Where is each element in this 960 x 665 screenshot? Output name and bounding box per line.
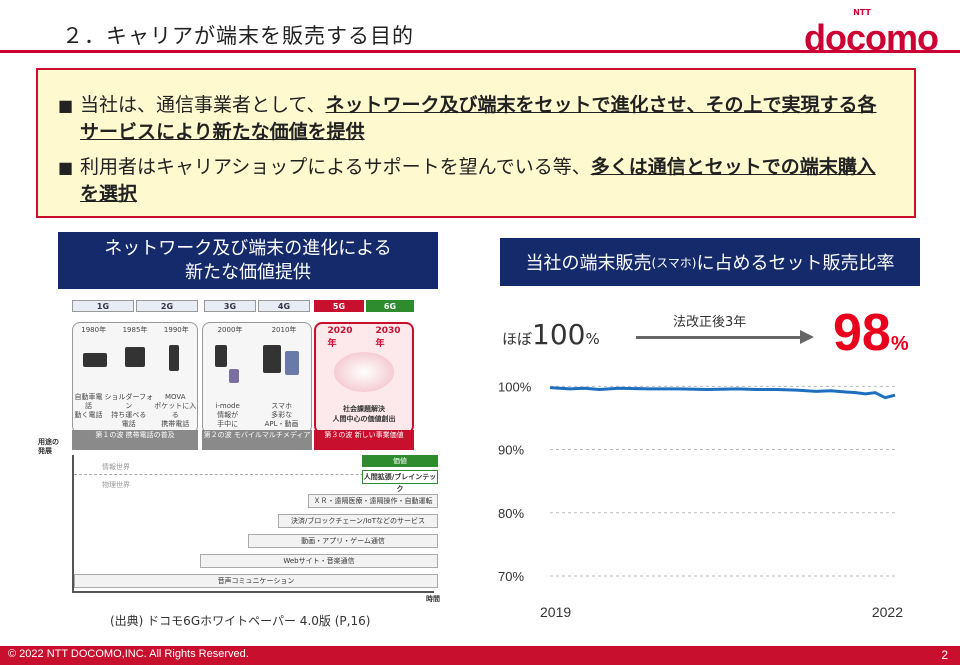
era2-year: 2010年 <box>271 326 297 334</box>
era2-year: 2000年 <box>217 326 243 334</box>
smartphone-icon <box>263 345 281 373</box>
bullet-1: ■ 当社は、通信事業者として、ネットワーク及び端末をセットで進化させ、その上で実… <box>58 92 894 146</box>
source-citation: (出典) ドコモ6Gホワイトペーパー 4.0版 (P,16) <box>110 614 371 628</box>
left-section-banner: ネットワーク及び端末の進化による 新たな価値提供 <box>58 232 438 289</box>
bullet-2-text: 利用者はキャリアショップによるサポートを望んでいる等、 <box>80 156 591 178</box>
gen-5g: 5G <box>314 300 364 312</box>
bullet-2-emphasis: 多くは通信とセットでの端末購入を選択 <box>80 156 876 205</box>
era2-caption: i-mode 情報が 手中に <box>215 402 240 428</box>
shoulder-phone-icon <box>125 347 145 367</box>
series-line <box>549 386 896 400</box>
era1-caption: MOVA ポケットに入る 携帯電話 <box>154 393 197 428</box>
set-sales-ratio-chart: 100% 90% 80% 70% 2019 2022 <box>498 380 903 620</box>
right-arrow-icon <box>636 336 804 339</box>
before-prefix: ほぼ <box>502 330 533 348</box>
stair-step: 動画・アプリ・ゲーム通信 <box>248 534 438 548</box>
square-bullet-icon: ■ <box>58 96 74 115</box>
x-axis-label: 時間 <box>426 595 440 603</box>
physical-world-label: 物理世界 <box>102 481 130 489</box>
era1-caption: 自動車電話 動く電話 <box>74 393 103 419</box>
gen-2g: 2G <box>136 300 198 312</box>
world-divider <box>74 474 434 475</box>
wave-3-label: 第３の波 新しい事業価値 <box>314 430 414 450</box>
era-2-panel: 2000年 2010年 i-mode 情報が 手中に スマホ 多彩な APL・動… <box>202 322 312 434</box>
square-bullet-icon: ■ <box>58 158 74 177</box>
stair-step: 人間拡張/ブレインテック <box>362 470 438 493</box>
era2-caption: スマホ 多彩な APL・動画 <box>264 402 299 428</box>
right-banner-main: 当社の端末販売 <box>525 253 652 274</box>
gen-6g: 6G <box>366 300 414 312</box>
era3-year: 2020 年 <box>327 326 353 349</box>
era1-year: 1985年 <box>122 326 148 334</box>
future-glow-icon <box>334 352 394 392</box>
era3-year: 2030 年 <box>375 326 401 349</box>
era1-caption: ショルダーフォン 持ち運べる 電話 <box>104 393 154 428</box>
docomo-logo: NTT docomo <box>778 8 939 58</box>
before-unit: % <box>585 330 600 348</box>
y-axis <box>72 455 74 593</box>
stair-step: 決済/ブロックチェーン/IoTなどのサービス <box>278 514 438 528</box>
era1-year: 1980年 <box>81 326 107 334</box>
copyright-text: © 2022 NTT DOCOMO,INC. All Rights Reserv… <box>8 648 249 660</box>
before-value: 100 <box>532 318 586 351</box>
stair-step: 音声コミュニケーション <box>74 574 438 588</box>
title-divider <box>0 50 960 53</box>
after-unit: % <box>890 333 909 355</box>
flip-phone-icon <box>229 369 239 383</box>
x-tick-label: 2022 <box>872 604 903 620</box>
y-axis-label: 用途の 発展 <box>38 438 59 455</box>
evolution-diagram: 1G 2G 3G 4G 5G 6G 1980年 1985年 1990年 自動車電… <box>38 300 440 605</box>
y-tick-label: 100% <box>498 380 532 394</box>
x-tick-label: 2019 <box>540 604 571 620</box>
gen-1g: 1G <box>72 300 134 312</box>
wave-2-label: 第２の波 モバイルマルチメディア <box>202 430 312 450</box>
stair-step: ＸＲ・遠隔医療・遠隔操作・自動運転 <box>308 494 438 508</box>
after-stat: 98% <box>833 303 909 363</box>
stair-step: Webサイト・音楽通信 <box>200 554 438 568</box>
mova-phone-icon <box>169 345 179 371</box>
era-1-panel: 1980年 1985年 1990年 自動車電話 動く電話 ショルダーフォン 持ち… <box>72 322 198 434</box>
footer-bar: © 2022 NTT DOCOMO,INC. All Rights Reserv… <box>0 646 960 665</box>
arrow-head-icon <box>800 330 814 344</box>
era1-year: 1990年 <box>163 326 189 334</box>
value-tag: 価値 <box>362 455 438 467</box>
era-3-panel: 2020 年 2030 年 社会課題解決 人間中心の価値創出 <box>314 322 414 434</box>
right-banner-rest: に占めるセット販売比率 <box>696 253 895 274</box>
left-banner-line1: ネットワーク及び端末の進化による <box>104 237 392 259</box>
arrow-label: 法改正後3年 <box>673 315 747 330</box>
car-phone-icon <box>83 353 107 367</box>
page-number: 2 <box>941 648 948 662</box>
era3-caption: 社会課題解決 人間中心の価値創出 <box>332 405 396 423</box>
logo-ntt-text: NTT <box>853 8 871 17</box>
right-section-banner: 当社の端末販売 (スマホ) に占めるセット販売比率 <box>500 238 920 286</box>
info-world-label: 情報世界 <box>102 463 130 471</box>
bullet-2: ■ 利用者はキャリアショップによるサポートを望んでいる等、多くは通信とセットでの… <box>58 154 894 208</box>
x-axis <box>72 591 434 593</box>
key-message-box: ■ 当社は、通信事業者として、ネットワーク及び端末をセットで進化させ、その上で実… <box>36 68 916 218</box>
gen-4g: 4G <box>258 300 310 312</box>
y-tick-label: 80% <box>498 506 524 521</box>
bullet-1-emphasis: ネットワーク及び端末をセットで進化させ、その上で実現する各サービスにより新たな価… <box>80 94 877 143</box>
gen-3g: 3G <box>204 300 256 312</box>
after-value: 98 <box>833 304 891 362</box>
right-banner-small: (スマホ) <box>651 255 697 270</box>
bullet-1-text: 当社は、通信事業者として、 <box>80 94 326 116</box>
y-tick-label: 70% <box>498 569 524 584</box>
wave-1-label: 第１の波 携帯電話の普及 <box>72 430 198 450</box>
slide-title: ２．キャリアが端末を販売する目的 <box>62 24 414 48</box>
imode-phone-icon <box>215 345 227 367</box>
before-stat: ほぼ100% <box>502 318 600 351</box>
smartphone-icon <box>285 351 299 375</box>
left-banner-line2: 新たな価値提供 <box>185 261 311 283</box>
y-tick-label: 90% <box>498 443 524 458</box>
